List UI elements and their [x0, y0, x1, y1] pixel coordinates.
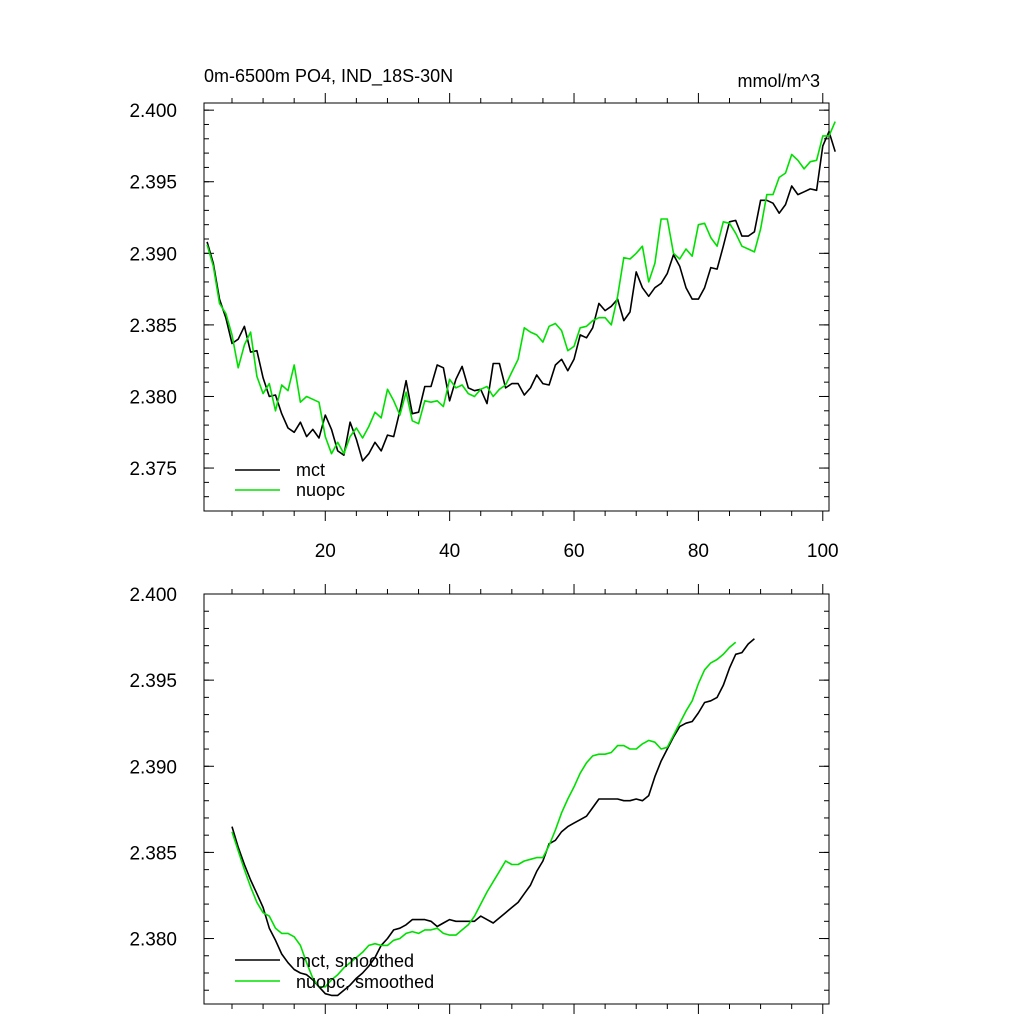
- top-x-tick-label: 60: [563, 541, 584, 562]
- bottom-y-tick-label: 2.385: [129, 843, 177, 864]
- top-y-tick-label: 2.400: [129, 101, 177, 122]
- bottom-y-tick-label: 2.380: [129, 930, 177, 951]
- top-y-tick-label: 2.390: [129, 244, 177, 265]
- top-series-mct: [206, 130, 836, 462]
- top-plot-title: 0m-6500m PO4, IND_18S-30N: [204, 66, 453, 87]
- top-plot-panel: 0m-6500m PO4, IND_18S-30N mmol/m^3 2.375…: [129, 66, 838, 562]
- bottom-y-tick-label: 2.400: [129, 585, 177, 606]
- bottom-y-tick-label: 2.395: [129, 671, 177, 692]
- top-x-tick-label: 100: [807, 541, 839, 562]
- legend-mct-smoothed-label: mct, smoothed: [296, 951, 414, 971]
- top-y-tick-label: 2.380: [129, 387, 177, 408]
- top-x-tick-label: 20: [315, 541, 336, 562]
- legend-nuopc-label: nuopc: [296, 480, 345, 500]
- top-y-tick-label: 2.375: [129, 459, 177, 480]
- top-plot-units: mmol/m^3: [738, 71, 820, 91]
- bottom-plot-panel: 2.380 2.385 2.390 2.395 2.400 mct, smoothed …: [129, 584, 830, 1014]
- top-y-tick-label: 2.385: [129, 316, 177, 337]
- bottom-series-mct-smoothed: [231, 638, 755, 997]
- top-x-tick-label: 80: [688, 541, 709, 562]
- top-series-nuopc: [206, 121, 836, 455]
- legend-nuopc-smoothed-label: nuopc, smoothed: [296, 972, 434, 992]
- top-plot-frame: [203, 102, 830, 512]
- top-x-tick-label: 40: [439, 541, 460, 562]
- bottom-legend: mct, smoothed nuopc, smoothed: [235, 951, 434, 992]
- top-legend: mct nuopc: [235, 460, 345, 500]
- bottom-y-tick-label: 2.390: [129, 757, 177, 778]
- bottom-plot-frame: [203, 593, 830, 1005]
- bottom-series-nuopc-smoothed: [231, 641, 737, 988]
- legend-mct-label: mct: [296, 460, 325, 480]
- top-y-tick-label: 2.395: [129, 173, 177, 194]
